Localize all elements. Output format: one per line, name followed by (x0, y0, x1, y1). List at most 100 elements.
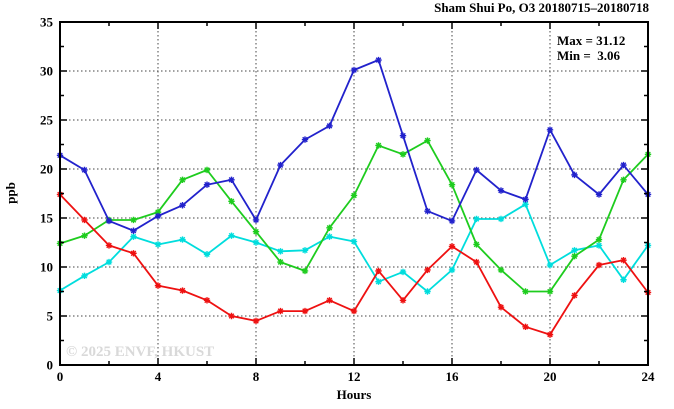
data-point-marker (546, 288, 554, 295)
data-point-marker (105, 242, 113, 249)
series-green (56, 137, 652, 295)
data-point-marker (179, 287, 186, 294)
axis-tick-labels: 0 5 10 15 20 25 30 35 0 4 8 12 16 20 24 (40, 15, 655, 385)
data-point-marker (522, 196, 529, 203)
data-point-marker (154, 241, 162, 248)
data-point-marker (375, 56, 382, 64)
data-point-marker (130, 250, 137, 257)
y-tick-label: 30 (40, 64, 53, 79)
data-point-marker (424, 266, 431, 274)
data-point-marker (546, 126, 554, 133)
data-point-marker (203, 251, 211, 258)
data-point-marker (277, 307, 284, 315)
data-point-marker (130, 227, 137, 234)
min-annotation: Min = 3.06 (557, 48, 621, 63)
series-line-blue (59, 59, 649, 232)
data-point-marker (546, 261, 554, 269)
data-point-marker (179, 176, 186, 183)
data-point-marker (399, 132, 407, 139)
data-point-marker (522, 323, 529, 330)
data-point-marker (522, 201, 529, 208)
data-point-marker (326, 122, 333, 130)
x-tick-label: 12 (348, 369, 361, 384)
data-point-marker (497, 303, 505, 311)
data-point-marker (326, 224, 333, 231)
data-point-marker (448, 243, 456, 250)
data-point-marker (595, 236, 603, 243)
data-point-marker (130, 216, 137, 224)
x-tick-label: 8 (253, 369, 260, 384)
data-point-marker (228, 312, 235, 320)
y-tick-label: 5 (47, 309, 54, 324)
x-tick-label: 4 (155, 369, 162, 384)
data-point-marker (326, 297, 333, 304)
data-point-marker (350, 192, 358, 199)
data-point-marker (473, 166, 480, 174)
data-point-marker (399, 151, 407, 158)
data-point-marker (424, 207, 431, 215)
x-tick-label: 20 (544, 369, 557, 384)
data-point-marker (228, 176, 235, 183)
data-point-marker (277, 161, 284, 169)
data-point-marker (620, 161, 627, 169)
data-point-marker (277, 248, 284, 255)
data-point-marker (203, 181, 211, 188)
y-tick-label: 20 (40, 162, 53, 177)
axis-ticks (59, 21, 649, 366)
data-point-marker (301, 267, 309, 275)
data-point-marker (571, 253, 578, 260)
data-point-marker (399, 297, 407, 304)
data-point-marker (350, 238, 358, 245)
data-point-marker (105, 258, 113, 266)
data-point-marker (424, 288, 431, 295)
data-point-marker (179, 202, 186, 209)
y-tick-label: 35 (40, 15, 54, 30)
data-point-marker (105, 217, 113, 225)
data-point-marker (546, 331, 554, 338)
data-point-marker (81, 272, 88, 280)
data-point-marker (154, 208, 162, 216)
data-point-marker (350, 307, 358, 315)
data-point-marker (375, 267, 382, 275)
y-tick-label: 10 (40, 260, 53, 275)
data-point-marker (448, 217, 456, 225)
data-point-marker (203, 166, 211, 174)
data-point-marker (620, 256, 627, 264)
data-point-marker (571, 171, 578, 179)
x-tick-label: 16 (446, 369, 460, 384)
data-series (56, 56, 652, 338)
x-tick-label: 24 (642, 369, 656, 384)
chart-title: Sham Shui Po, O3 20180715–20180718 (434, 0, 649, 15)
data-point-marker (424, 137, 431, 144)
data-point-marker (620, 276, 627, 283)
data-point-marker (571, 247, 578, 254)
data-point-marker (473, 215, 480, 223)
data-point-marker (277, 258, 284, 266)
data-point-marker (595, 242, 603, 249)
data-point-marker (620, 176, 627, 183)
y-tick-label: 15 (40, 211, 54, 226)
data-point-marker (497, 215, 505, 223)
data-point-marker (301, 307, 309, 315)
data-point-marker (252, 216, 260, 224)
data-point-marker (179, 236, 186, 243)
data-point-marker (473, 241, 480, 248)
data-point-marker (448, 266, 456, 274)
data-point-marker (154, 212, 162, 220)
data-point-marker (326, 233, 333, 240)
data-point-marker (252, 239, 260, 246)
data-point-marker (497, 187, 505, 194)
data-point-marker (375, 142, 382, 149)
data-point-marker (571, 292, 578, 299)
data-point-marker (473, 258, 480, 266)
data-point-marker (252, 317, 260, 325)
y-tick-label: 0 (47, 358, 54, 373)
data-point-marker (154, 282, 162, 289)
y-tick-label: 25 (40, 113, 54, 128)
data-point-marker (228, 198, 235, 205)
data-point-marker (252, 228, 260, 235)
data-point-marker (595, 191, 603, 198)
y-axis-label: ppb (3, 182, 18, 204)
data-point-marker (522, 288, 529, 295)
